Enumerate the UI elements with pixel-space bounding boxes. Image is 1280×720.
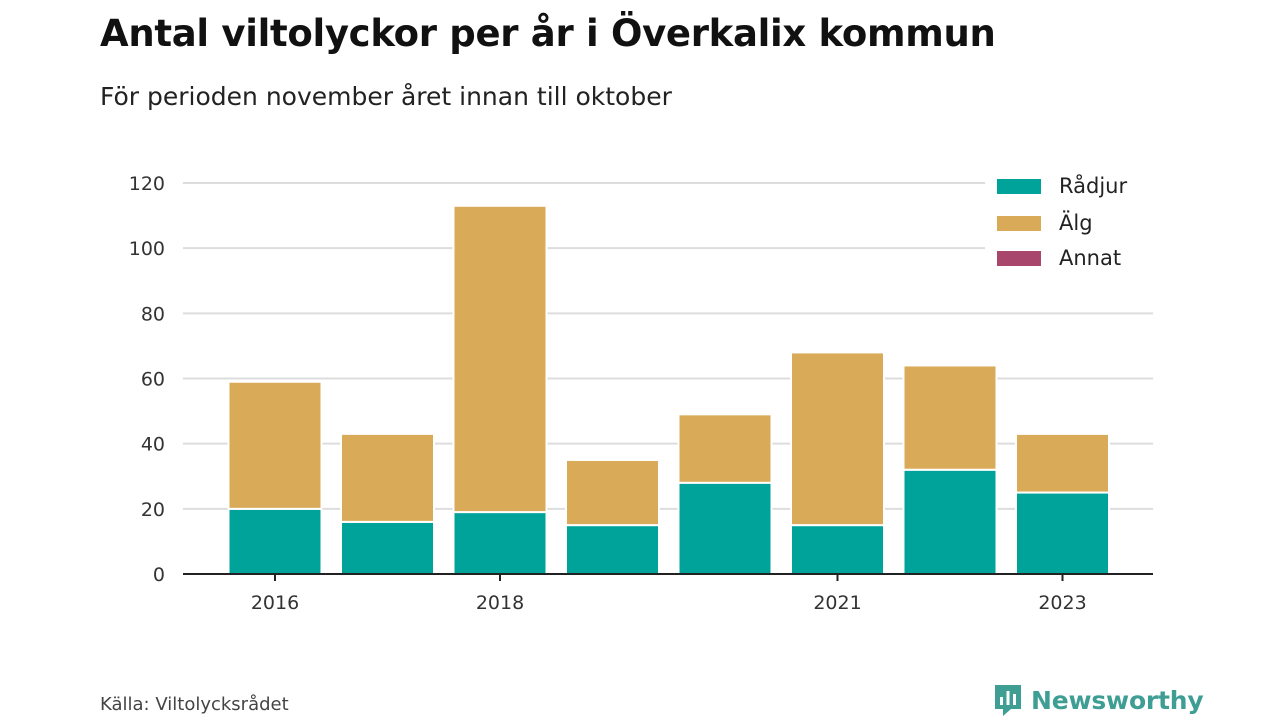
y-tick-label: 20 <box>141 499 165 521</box>
legend-swatch <box>997 251 1041 266</box>
legend: Rådjur Älg Annat <box>985 170 1155 275</box>
bar-segment <box>902 364 998 471</box>
brand-logo[interactable]: Newsworthy <box>993 683 1204 717</box>
bar-segment <box>677 413 773 484</box>
source-note: Källa: Viltolycksrådet <box>100 694 289 715</box>
bar-segment <box>227 380 323 510</box>
x-tick-label: 2016 <box>251 592 299 614</box>
bar-segment <box>902 468 998 576</box>
bar-segment <box>340 432 435 523</box>
legend-label: Rådjur <box>1059 173 1127 198</box>
legend-swatch <box>997 179 1041 194</box>
brand-name: Newsworthy <box>1031 685 1204 715</box>
bar-segment <box>565 524 660 575</box>
bar-segment <box>790 524 885 575</box>
x-tick-label: 2018 <box>476 592 524 614</box>
chart-subtitle: För perioden november året innan till ok… <box>100 82 672 111</box>
bar-segment <box>340 520 435 575</box>
bar-segment <box>227 507 323 576</box>
x-tick-label: 2021 <box>813 592 861 614</box>
bar-segment <box>677 481 773 575</box>
axes: 0 20 40 60 80 100 120 2016 2018 2021 2023 <box>129 173 1153 614</box>
y-tick-label: 60 <box>141 369 165 391</box>
bars <box>227 204 1110 576</box>
legend-swatch <box>997 216 1041 231</box>
bar-segment <box>790 351 885 527</box>
bar-segment <box>565 458 660 527</box>
bar-segment <box>1015 491 1110 575</box>
y-tick-label: 40 <box>141 434 165 456</box>
y-tick-label: 80 <box>141 303 165 325</box>
y-tick-label: 0 <box>153 564 165 586</box>
chart-title: Antal viltolyckor per år i Överkalix kom… <box>100 12 996 55</box>
y-tick-label: 100 <box>129 238 165 260</box>
bar-chart-icon <box>995 685 1021 716</box>
bar-segment <box>1015 432 1110 494</box>
legend-label: Annat <box>1059 246 1121 270</box>
x-tick-label: 2023 <box>1038 592 1086 614</box>
bar-segment <box>452 204 548 514</box>
y-tick-label: 120 <box>129 173 165 195</box>
legend-label: Älg <box>1059 210 1093 235</box>
bar-segment <box>452 511 548 576</box>
